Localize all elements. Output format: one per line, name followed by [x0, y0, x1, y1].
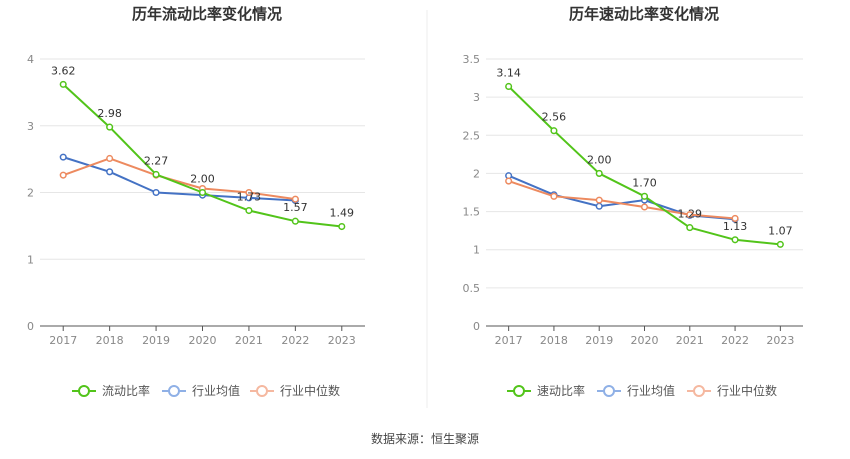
data-label: 1.73 — [237, 191, 262, 204]
y-tick-label: 1 — [27, 253, 34, 266]
y-tick-label: 3 — [473, 91, 480, 104]
y-tick-label: 2 — [473, 167, 480, 180]
x-tick-label: 2017 — [49, 334, 77, 347]
data-point — [59, 80, 67, 88]
data-point — [106, 168, 114, 176]
y-tick-label: 4 — [27, 53, 34, 66]
data-point — [245, 188, 253, 197]
legend-label: 速动比率 — [537, 383, 585, 398]
data-point — [595, 169, 603, 177]
data-label: 3.14 — [496, 66, 521, 79]
x-tick-label: 2023 — [328, 334, 356, 347]
y-tick-label: 0 — [27, 320, 34, 333]
legend-label: 行业均值 — [627, 383, 675, 398]
x-tick-label: 2018 — [96, 334, 124, 347]
y-tick-label: 2 — [27, 187, 34, 200]
data-label: 2.56 — [542, 111, 567, 124]
x-tick-label: 2018 — [540, 334, 568, 347]
data-label: 2.98 — [97, 107, 122, 120]
data-point — [595, 196, 603, 204]
chart-title: 历年流动比率变化情况 — [132, 5, 282, 23]
data-point — [640, 203, 649, 211]
data-point — [640, 192, 649, 200]
data-point — [106, 123, 114, 131]
x-tick-label: 2021 — [676, 334, 704, 347]
x-tick-label: 2022 — [721, 334, 749, 347]
data-point — [245, 206, 253, 215]
legend-label: 行业中位数 — [280, 383, 340, 398]
legend-marker — [693, 385, 705, 397]
x-tick-label: 2019 — [142, 334, 170, 347]
legend-label: 行业均值 — [192, 383, 240, 398]
data-point — [731, 236, 739, 244]
x-tick-label: 2020 — [189, 334, 217, 347]
y-tick-label: 1 — [473, 244, 480, 257]
data-point — [198, 188, 207, 197]
data-label: 1.49 — [330, 207, 355, 220]
data-label: 2.27 — [144, 154, 169, 167]
chart-title: 历年速动比率变化情况 — [569, 5, 719, 23]
legend-marker — [603, 385, 615, 397]
data-point — [505, 82, 513, 91]
data-point — [59, 171, 67, 179]
data-point — [152, 188, 160, 197]
data-point — [152, 170, 160, 179]
data-label: 2.00 — [190, 173, 215, 186]
series-line — [62, 157, 296, 201]
x-tick-label: 2023 — [766, 334, 794, 347]
data-label: 1.70 — [632, 176, 657, 189]
series-line — [62, 156, 296, 202]
legend-label: 行业中位数 — [717, 383, 777, 398]
legend-marker — [256, 385, 268, 397]
legend-marker — [513, 385, 525, 397]
y-tick-label: 0 — [473, 320, 480, 333]
data-point — [505, 177, 513, 185]
y-tick-label: 2.5 — [463, 129, 481, 142]
data-point — [550, 127, 558, 135]
data-label: 1.29 — [678, 208, 703, 221]
data-point — [776, 240, 784, 248]
legend-marker — [168, 385, 180, 397]
data-label: 1.57 — [283, 201, 308, 214]
right-chart: 历年速动比率变化情况 0 0.5 1 1.5 2 2.5 3 3.5 2017 2018 2019 20… — [463, 5, 803, 398]
data-point — [550, 192, 558, 200]
y-tick-label: 1.5 — [463, 206, 481, 219]
x-tick-label: 2021 — [235, 334, 263, 347]
x-tick-label: 2020 — [631, 334, 659, 347]
series-line — [508, 180, 736, 220]
data-label: 1.07 — [768, 224, 793, 237]
y-tick-label: 3 — [27, 120, 34, 133]
y-tick-label: 3.5 — [463, 53, 481, 66]
x-tick-label: 2017 — [495, 334, 523, 347]
data-point — [595, 202, 603, 210]
data-label: 2.00 — [587, 153, 612, 166]
data-point — [686, 211, 694, 219]
data-point — [59, 153, 67, 161]
y-tick-label: 0.5 — [463, 282, 481, 295]
data-source: 数据来源：恒生聚源 — [371, 431, 479, 446]
legend-label: 流动比率 — [102, 383, 150, 398]
data-point — [686, 224, 694, 232]
data-point — [338, 222, 346, 231]
legend-marker — [78, 385, 90, 397]
data-point — [106, 154, 114, 163]
left-chart: 历年流动比率变化情况 0 1 2 3 4 2017 2018 2019 2020 2021 2022 2… — [27, 5, 365, 398]
x-tick-label: 2019 — [585, 334, 613, 347]
data-point — [291, 195, 299, 203]
data-label: 3.62 — [51, 64, 76, 77]
data-label: 1.13 — [723, 220, 748, 233]
x-tick-label: 2022 — [281, 334, 309, 347]
data-point — [731, 214, 739, 222]
data-point — [291, 217, 299, 225]
